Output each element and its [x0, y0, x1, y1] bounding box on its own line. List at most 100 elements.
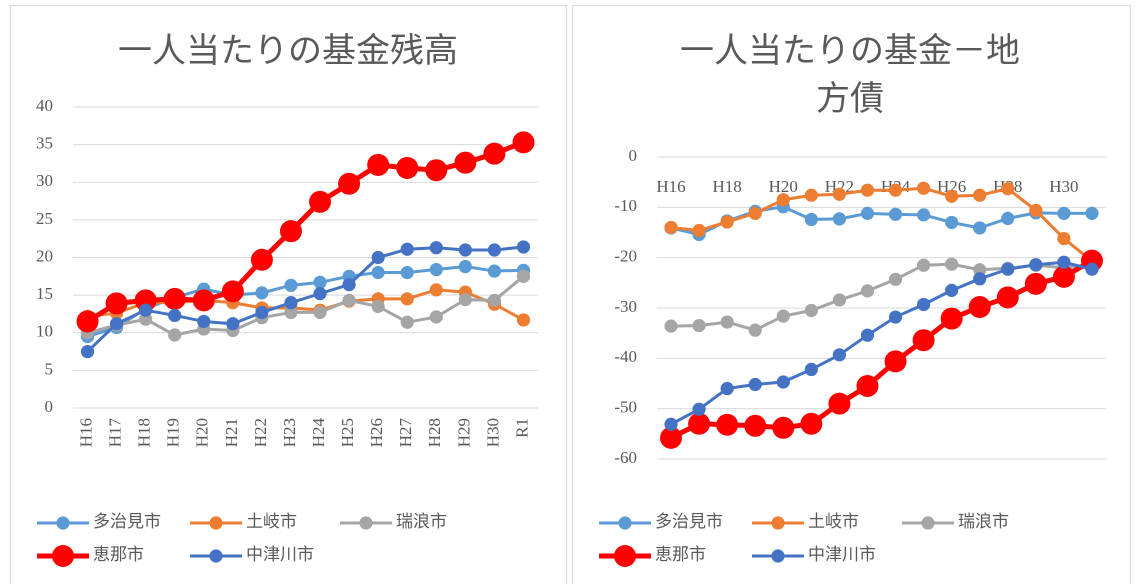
data-point	[1085, 206, 1099, 220]
x-tick-label: H26	[367, 418, 386, 447]
data-point	[916, 181, 931, 195]
data-point	[250, 248, 273, 271]
y-tick-label: -30	[614, 297, 637, 316]
data-point	[804, 362, 818, 377]
data-point	[483, 142, 506, 165]
data-point	[664, 417, 678, 431]
x-tick-label: H20	[193, 418, 212, 447]
x-tick-label: H20	[769, 177, 798, 196]
data-point	[371, 299, 385, 314]
data-point	[313, 305, 327, 320]
data-point	[313, 287, 327, 301]
x-tick-label: H17	[106, 418, 125, 448]
data-point	[692, 402, 706, 416]
data-point	[425, 159, 448, 182]
data-point	[458, 293, 472, 307]
y-tick-label: 20	[36, 246, 53, 265]
data-point	[1001, 182, 1015, 196]
data-point	[309, 190, 332, 213]
legend-label: 恵那市	[93, 545, 144, 564]
data-point	[458, 259, 472, 274]
data-point	[197, 314, 211, 329]
data-point	[860, 206, 875, 220]
data-point	[80, 344, 95, 359]
data-point	[888, 272, 903, 286]
series-line	[87, 288, 525, 322]
data-point	[516, 313, 531, 327]
data-point	[973, 272, 987, 286]
y-tick-label: 30	[36, 171, 53, 190]
data-point	[1057, 231, 1071, 246]
data-point	[1057, 206, 1071, 220]
data-point	[916, 208, 931, 222]
x-tick-label: H26	[937, 177, 966, 196]
data-point	[221, 280, 244, 303]
legend-label: 瑞浪市	[958, 512, 1009, 531]
legend-marker	[209, 549, 223, 563]
data-point	[945, 215, 959, 230]
data-point	[487, 243, 502, 257]
data-point	[1029, 258, 1043, 272]
data-point	[429, 310, 443, 324]
legend-marker	[52, 545, 74, 567]
legend-label: 多治見市	[655, 512, 723, 531]
series-line	[670, 260, 1093, 426]
data-point	[973, 263, 987, 277]
legend-label: 瑞浪市	[396, 512, 447, 531]
data-point	[284, 296, 298, 310]
data-point	[996, 286, 1019, 309]
legend-label: 多治見市	[93, 512, 161, 531]
x-tick-label: H22	[825, 177, 854, 196]
x-tick-label: H23	[280, 418, 299, 447]
data-point	[800, 412, 823, 435]
data-point	[284, 278, 298, 292]
data-point	[772, 416, 795, 439]
y-tick-label: -50	[614, 398, 637, 417]
data-point	[284, 305, 298, 320]
data-point	[429, 262, 443, 277]
data-point	[1024, 272, 1047, 295]
data-point	[664, 220, 678, 235]
data-point	[1057, 255, 1071, 269]
legend-label: 中津川市	[808, 545, 876, 564]
data-point	[139, 312, 153, 326]
y-tick-label: -60	[614, 448, 637, 467]
legend-label: 土岐市	[246, 512, 297, 531]
data-point	[804, 212, 818, 227]
legend-marker	[209, 516, 223, 530]
data-point	[134, 289, 157, 312]
x-tick-label: H24	[309, 418, 328, 448]
data-point	[429, 241, 443, 255]
data-point	[744, 414, 767, 437]
data-point	[688, 412, 711, 435]
data-point	[76, 310, 99, 333]
data-point	[973, 188, 987, 202]
data-point	[832, 212, 847, 226]
data-point	[255, 286, 269, 300]
data-point	[313, 275, 327, 289]
data-point	[888, 310, 903, 324]
data-point	[400, 242, 414, 256]
data-point	[945, 257, 959, 271]
legend-label: 恵那市	[655, 545, 706, 564]
data-point	[400, 265, 414, 280]
data-point	[945, 283, 959, 297]
data-point	[1029, 203, 1043, 217]
data-point	[226, 317, 240, 331]
data-point	[512, 131, 535, 154]
data-point	[279, 220, 302, 243]
data-point	[720, 215, 734, 229]
data-point	[776, 193, 790, 207]
data-point	[856, 375, 879, 398]
data-point	[720, 315, 734, 329]
data-point	[1001, 211, 1015, 226]
legend-marker	[359, 516, 373, 530]
series-line	[86, 245, 524, 353]
data-point	[776, 375, 790, 389]
data-point	[400, 315, 414, 329]
legend-marker	[921, 516, 935, 530]
series-line	[670, 186, 1093, 263]
data-point	[342, 293, 356, 307]
